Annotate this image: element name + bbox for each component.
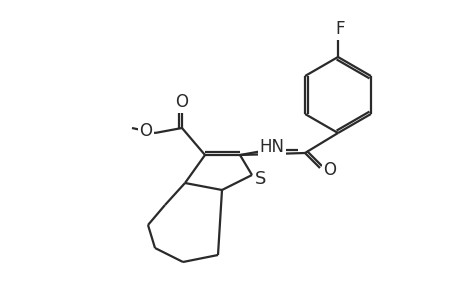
Text: O: O [175,93,188,111]
Text: O: O [139,122,152,140]
Text: F: F [335,20,344,38]
Text: S: S [255,170,266,188]
Text: HN: HN [259,138,284,156]
Text: O: O [323,161,336,179]
